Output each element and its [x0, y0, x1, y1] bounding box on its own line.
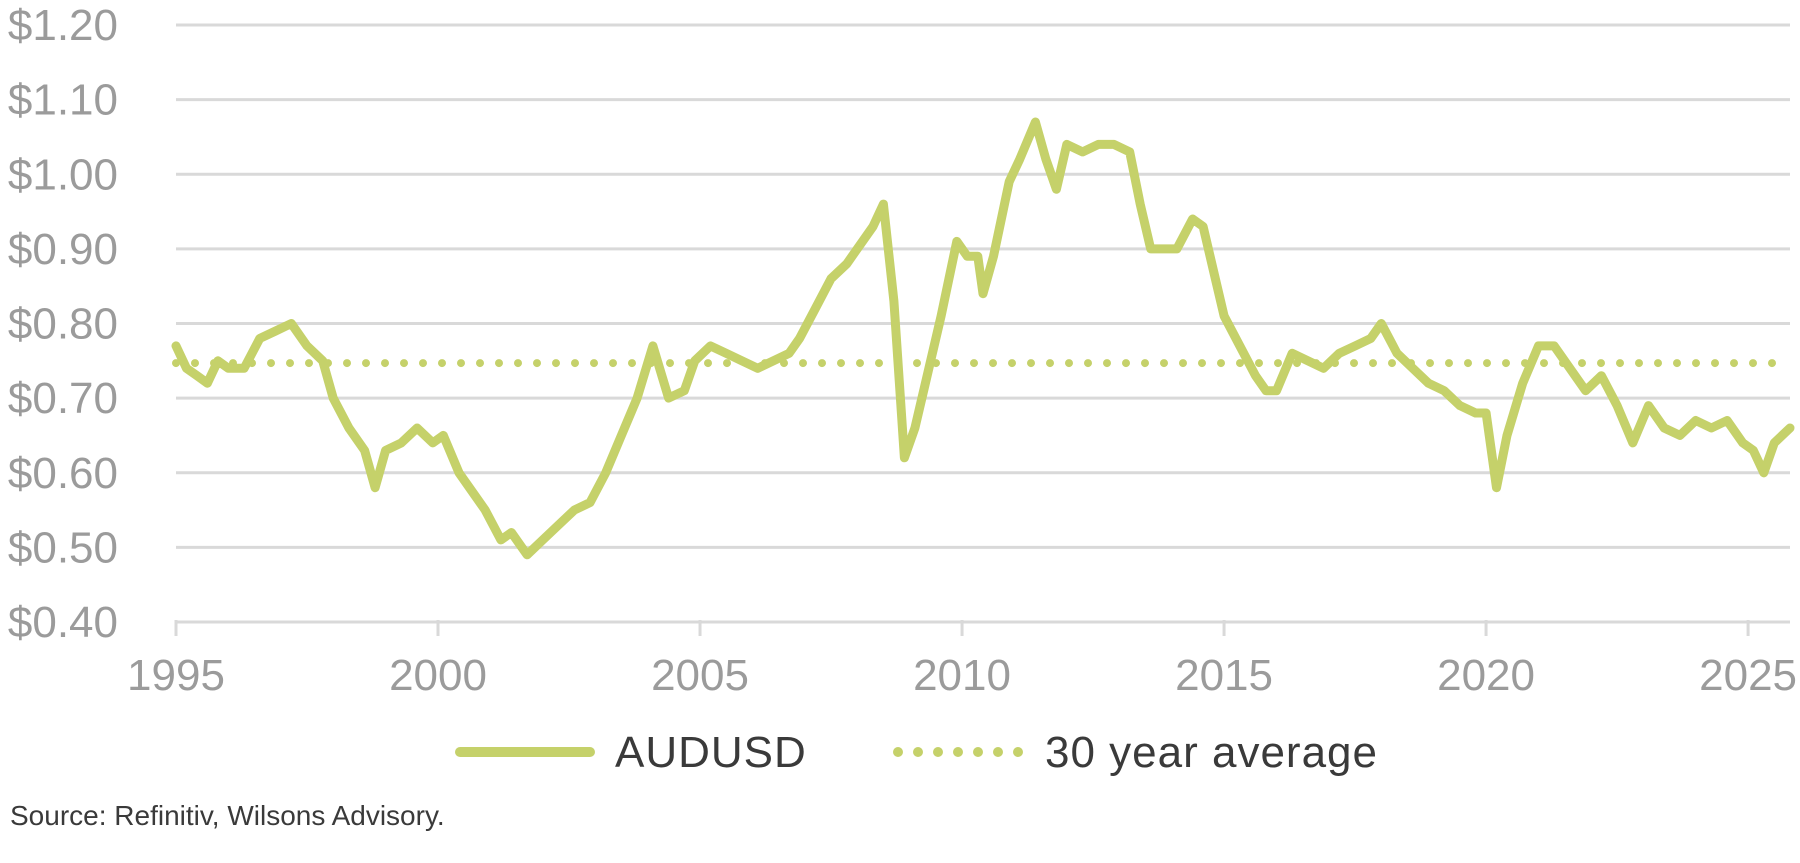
- source-note: Source: Refinitiv, Wilsons Advisory.: [10, 800, 445, 831]
- x-tick-label: 2015: [1175, 651, 1273, 700]
- y-tick-label: $0.60: [8, 449, 118, 498]
- series-line-audusd: [171, 117, 1795, 560]
- x-tick-label: 2000: [389, 651, 487, 700]
- y-tick-label: $1.10: [8, 76, 118, 125]
- x-tick-label: 2020: [1437, 651, 1535, 700]
- legend-label-audusd: AUDUSD: [615, 728, 807, 777]
- y-tick-label: $0.90: [8, 225, 118, 274]
- gridlines: [176, 23, 1790, 549]
- y-tick-label: $0.40: [8, 598, 118, 647]
- legend-label-30-year-average: 30 year average: [1045, 728, 1378, 777]
- y-axis-tick-labels: $0.40 $0.50 $0.60 $0.70 $0.80 $0.90 $1.00 $1.10…: [8, 1, 118, 647]
- y-tick-label: $1.00: [8, 150, 118, 199]
- x-axis-tick-labels: 1995 2000 2005 2010 2015 2020 2025: [127, 651, 1797, 700]
- y-tick-label: $0.80: [8, 300, 118, 349]
- x-axis: [174, 620, 1790, 636]
- series-layer: [171, 117, 1795, 560]
- y-tick-label: $0.50: [8, 523, 118, 572]
- y-tick-label: $0.70: [8, 374, 118, 423]
- legend: AUDUSD 30 year average: [455, 728, 1378, 777]
- x-tick-label: 1995: [127, 651, 225, 700]
- x-tick-label: 2005: [651, 651, 749, 700]
- y-tick-label: $1.20: [8, 1, 118, 50]
- x-tick-label: 2025: [1699, 651, 1797, 700]
- x-tick-label: 2010: [913, 651, 1011, 700]
